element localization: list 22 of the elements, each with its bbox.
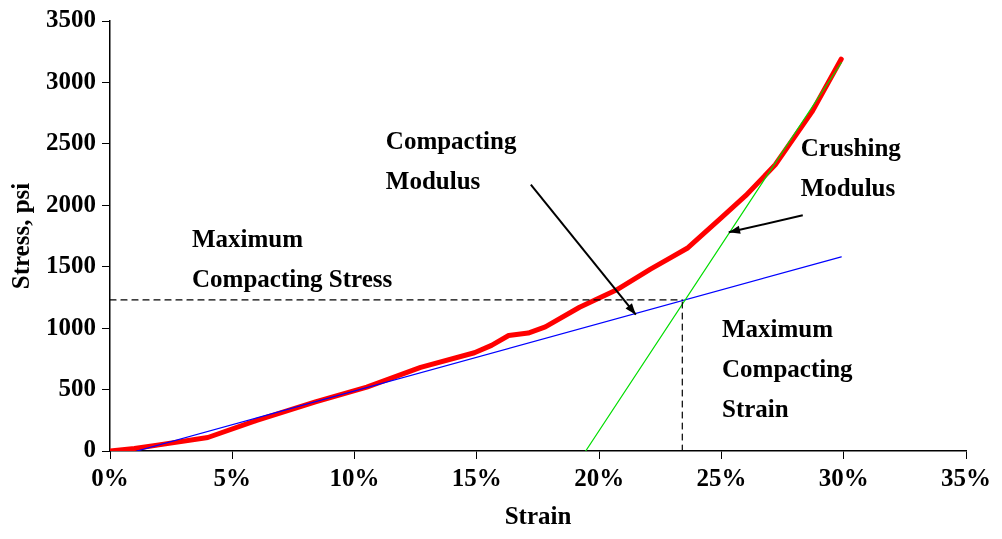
x-tick-label: 25% [696,464,747,492]
x-tick-label: 30% [818,464,869,492]
y-tick-label: 2500 [46,128,96,156]
annotation: Maximum Compacting Stress [192,224,393,292]
y-tick-label: 0 [83,435,96,463]
y-tick-label: 1000 [46,312,96,340]
y-tick-label: 3500 [46,5,96,33]
annotation: Maximum Compacting Strain [722,314,854,422]
annotation: Compacting Modulus [385,126,517,194]
annotation: Crushing Modulus [800,134,902,202]
y-axis-title: Stress, psi [7,182,35,290]
x-axis-title: Strain [504,502,572,530]
y-tick-label: 2000 [46,189,96,217]
x-tick-label: 0% [91,464,129,492]
x-tick-label: 5% [213,464,252,492]
x-tick-label: 10% [329,464,380,492]
x-tick-label: 35% [941,464,991,492]
y-tick-label: 1500 [46,251,96,279]
y-tick-label: 500 [58,374,96,402]
x-tick-label: 20% [574,464,625,492]
y-tick-label: 3000 [46,66,96,94]
x-tick-label: 15% [451,464,502,492]
